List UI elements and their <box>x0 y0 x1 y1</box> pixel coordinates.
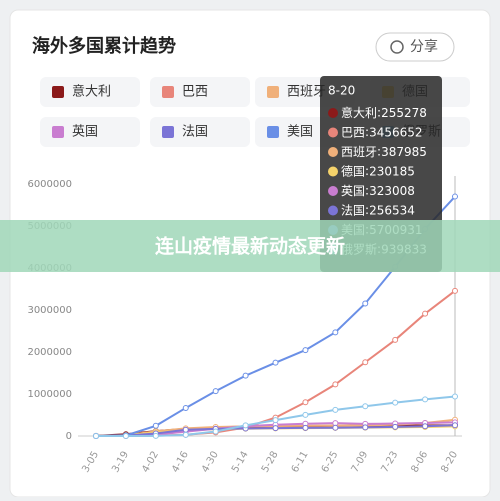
tooltip-name: 意大利 <box>341 105 377 120</box>
point <box>392 423 399 430</box>
point <box>272 417 279 424</box>
legend-item[interactable] <box>40 77 140 107</box>
tooltip-value: 323008 <box>369 184 415 198</box>
point <box>152 422 159 429</box>
tooltip-dot <box>328 108 338 118</box>
point <box>272 425 279 432</box>
tooltip-value: 230185 <box>369 164 415 178</box>
point <box>182 431 189 438</box>
tooltip-name: 英国 <box>341 184 365 198</box>
legend-label: 法国 <box>182 125 208 140</box>
legend-item[interactable] <box>40 117 140 147</box>
tooltip-value: 256534 <box>369 203 415 217</box>
point <box>212 428 219 435</box>
point <box>422 310 429 317</box>
tooltip-value: 255278 <box>381 106 427 120</box>
point <box>362 403 369 410</box>
legend-label: 西班牙 <box>287 85 326 100</box>
tooltip-title: 8-20 <box>328 84 355 98</box>
point <box>242 422 249 429</box>
point <box>452 393 458 400</box>
point <box>332 329 339 336</box>
legend-label: 意大利 <box>72 84 111 100</box>
point <box>212 388 219 395</box>
y-tick-label: 3000000 <box>27 305 72 316</box>
point <box>93 432 99 439</box>
tooltip-row: 巴西:3456652 <box>341 125 423 139</box>
point <box>452 422 458 429</box>
banner <box>0 220 500 272</box>
point <box>302 424 309 431</box>
y-tick-label: 6000000 <box>27 179 72 190</box>
tooltip-value: 387985 <box>381 145 427 159</box>
tooltip-row: 意大利:255278 <box>341 105 427 120</box>
legend-label: 英国 <box>72 125 98 140</box>
legend-swatch <box>162 86 174 98</box>
point <box>182 404 189 411</box>
point <box>242 372 249 379</box>
legend-swatch <box>162 126 174 138</box>
point <box>302 399 309 406</box>
legend-label: 美国 <box>287 125 313 140</box>
share-icon <box>390 40 404 54</box>
y-tick-label: 2000000 <box>27 347 72 358</box>
tooltip-name: 法国 <box>341 203 365 217</box>
point <box>362 424 369 431</box>
tooltip-row: 法国:256534 <box>341 203 415 217</box>
legend-item[interactable] <box>150 77 250 107</box>
point <box>152 432 159 439</box>
legend-swatch <box>267 126 279 138</box>
tooltip-name: 巴西 <box>341 125 365 139</box>
point <box>302 411 309 418</box>
tooltip-dot <box>328 127 338 138</box>
point <box>452 193 458 200</box>
point <box>122 432 129 439</box>
banner-text: 连山疫情最新动态更新 <box>155 235 345 258</box>
point <box>332 406 339 413</box>
legend-label: 巴西 <box>182 85 208 100</box>
point <box>392 399 399 406</box>
tooltip-name: 德国 <box>341 163 365 178</box>
y-tick-label: 1000000 <box>27 389 72 400</box>
point <box>302 347 309 354</box>
point <box>452 287 458 294</box>
share-button[interactable] <box>375 32 455 62</box>
tooltip-row: 英国:323008 <box>341 184 415 198</box>
point <box>332 424 339 431</box>
share-label[interactable]: 分享 <box>410 38 438 55</box>
point <box>182 426 189 433</box>
tooltip-dot <box>328 205 338 216</box>
tooltip-name: 西班牙 <box>341 145 377 159</box>
point <box>422 423 429 430</box>
tooltip-row: 德国:230185 <box>341 163 415 178</box>
point <box>332 381 339 388</box>
legend-swatch <box>52 86 64 98</box>
tooltip-dot <box>328 186 338 196</box>
tooltip-row: 西班牙:387985 <box>341 145 427 159</box>
point <box>362 300 369 307</box>
tooltip-value: 3456652 <box>369 125 422 139</box>
y-tick-label: 0 <box>66 431 72 442</box>
point <box>392 336 399 343</box>
tooltip-dot <box>328 166 338 177</box>
legend-swatch <box>52 126 64 138</box>
point <box>422 396 429 403</box>
point <box>272 359 279 366</box>
legend-item[interactable] <box>150 117 250 147</box>
point <box>362 359 369 366</box>
chart-title: 海外多国累计趋势 <box>32 35 176 57</box>
legend-swatch <box>267 86 279 98</box>
tooltip-dot <box>328 147 338 157</box>
